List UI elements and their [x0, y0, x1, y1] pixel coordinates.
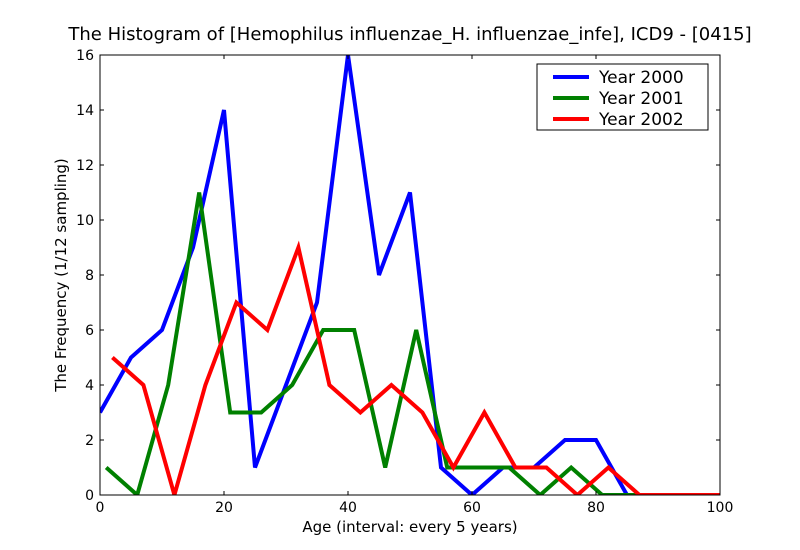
y-tick-label: 16 [76, 48, 94, 64]
x-axis-label: Age (interval: every 5 years) [302, 518, 517, 536]
x-tick-label: 100 [707, 500, 734, 516]
y-tick-label: 6 [85, 323, 94, 339]
y-tick-label: 14 [76, 103, 94, 119]
x-tick-label: 20 [215, 500, 233, 516]
series-line-3 [111, 240, 720, 495]
legend-label-1: Year 2000 [598, 68, 684, 88]
y-tick-label: 2 [85, 433, 94, 449]
y-tick-label: 8 [85, 268, 94, 284]
series-line-2 [104, 192, 696, 495]
y-tick-label: 12 [76, 158, 94, 174]
x-tick-label: 40 [339, 500, 357, 516]
y-tick-label: 10 [76, 213, 94, 229]
y-tick-label: 0 [85, 488, 94, 504]
x-tick-label: 60 [463, 500, 481, 516]
y-axis-label: The Frequency (1/12 sampling) [52, 158, 70, 393]
plot-frame [99, 54, 721, 496]
legend-label-3: Year 2002 [598, 110, 684, 130]
legend-label-2: Year 2001 [598, 89, 684, 109]
chart-title: The Histogram of [Hemophilus influenzae_… [67, 24, 751, 45]
y-tick-label: 4 [85, 378, 94, 394]
x-tick-label: 80 [587, 500, 605, 516]
x-tick-label: 0 [96, 500, 105, 516]
